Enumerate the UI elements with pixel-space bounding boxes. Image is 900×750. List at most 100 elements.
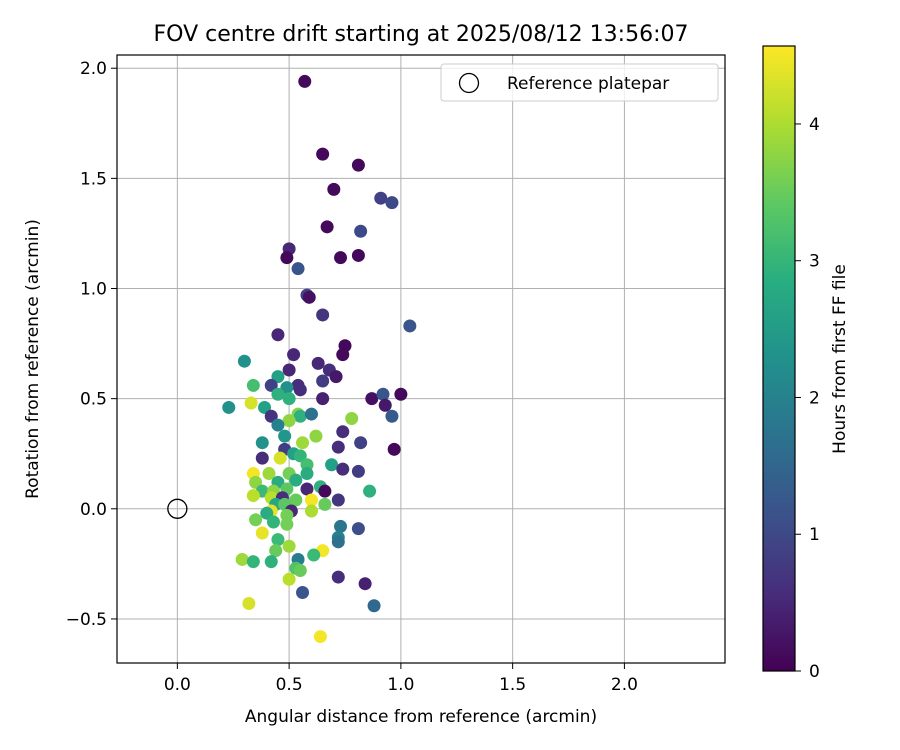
data-point: [282, 392, 296, 406]
data-point: [289, 473, 303, 487]
data-point: [280, 517, 294, 531]
legend-label-reference: Reference platepar: [507, 74, 669, 94]
data-point: [260, 506, 274, 520]
colorbar: 0 1 2 3 4 Hours from first FF file: [762, 45, 850, 682]
y-axis-label: Rotation from reference (arcmin): [23, 219, 43, 499]
colorbar-tick-label: 3: [809, 252, 820, 272]
data-point: [331, 493, 345, 507]
data-point: [244, 396, 258, 410]
data-point: [394, 387, 408, 401]
data-point: [271, 533, 285, 547]
data-point: [331, 440, 345, 454]
data-point: [246, 378, 260, 392]
data-point: [242, 597, 256, 611]
legend-marker-reference: [458, 72, 480, 94]
data-point: [291, 262, 305, 276]
data-point: [282, 572, 296, 586]
x-tick-label: 1.0: [387, 675, 414, 695]
data-point: [351, 464, 365, 478]
data-point: [264, 409, 278, 423]
data-point: [378, 398, 392, 412]
y-tick-label: 0.5: [80, 390, 107, 410]
data-point: [298, 74, 312, 88]
data-point: [316, 374, 330, 388]
data-point: [235, 552, 249, 566]
data-point: [331, 570, 345, 584]
data-point: [300, 467, 314, 481]
data-point: [296, 436, 310, 450]
data-point: [273, 451, 287, 465]
data-point: [318, 484, 332, 498]
data-point: [293, 449, 307, 463]
data-point: [278, 429, 292, 443]
data-point: [354, 436, 368, 450]
x-tick-label: 1.5: [499, 675, 526, 695]
data-point: [385, 196, 399, 210]
data-point: [271, 418, 285, 432]
data-point: [258, 400, 272, 414]
colorbar-ticks: 0 1 2 3 4: [795, 115, 820, 682]
y-axis-ticks: −0.5 0.0 0.5 1.0 1.5 2.0: [66, 59, 117, 630]
reference-point: [167, 498, 188, 519]
data-point: [316, 308, 330, 322]
y-tick-label: 1.0: [80, 280, 107, 300]
data-point: [325, 458, 339, 472]
colorbar-gradient: [762, 45, 796, 672]
colorbar-tick-label: 0: [809, 662, 820, 682]
data-point: [293, 563, 307, 577]
data-point: [376, 387, 390, 401]
data-point: [358, 577, 372, 591]
x-tick-label: 2.0: [611, 675, 638, 695]
data-point: [271, 387, 285, 401]
data-point: [302, 290, 316, 304]
data-point: [403, 319, 417, 333]
data-point: [271, 370, 285, 384]
data-point: [255, 451, 269, 465]
data-point: [307, 548, 321, 562]
y-tick-label: 1.5: [80, 169, 107, 189]
data-point: [311, 356, 325, 370]
data-point: [222, 400, 236, 414]
data-point: [385, 409, 399, 423]
data-point: [264, 378, 278, 392]
data-point: [316, 147, 330, 161]
y-tick-label: −0.5: [66, 610, 107, 630]
data-point: [363, 484, 377, 498]
data-point: [334, 519, 348, 533]
data-point: [282, 414, 296, 428]
data-point: [287, 348, 301, 362]
plot-frame: [116, 54, 726, 664]
data-point: [271, 328, 285, 342]
data-point: [237, 354, 251, 368]
y-tick-label: 2.0: [80, 59, 107, 79]
data-point: [280, 251, 294, 265]
data-point: [255, 526, 269, 540]
x-axis-ticks: 0.0 0.5 1.0 1.5 2.0: [164, 663, 638, 695]
reference-platepar-marker: [167, 498, 188, 519]
colorbar-tick-label: 2: [809, 388, 820, 408]
chart-title: FOV centre drift starting at 2025/08/12 …: [154, 22, 689, 47]
data-point: [309, 429, 323, 443]
data-point: [262, 467, 276, 481]
data-point: [304, 504, 318, 518]
data-point: [387, 442, 401, 456]
data-point: [246, 555, 260, 569]
data-point: [246, 489, 260, 503]
data-point: [351, 522, 365, 536]
data-point: [280, 381, 294, 395]
data-point: [336, 425, 350, 439]
data-point: [282, 539, 296, 553]
data-point: [293, 409, 307, 423]
data-point: [336, 348, 350, 362]
colorbar-tick-label: 4: [809, 115, 820, 135]
data-point: [249, 513, 263, 527]
data-point: [367, 599, 381, 613]
data-point: [304, 407, 318, 421]
x-tick-label: 0.0: [164, 675, 191, 695]
colorbar-label: Hours from first FF file: [830, 264, 850, 454]
data-points: [222, 74, 417, 644]
data-point: [327, 182, 341, 196]
data-point: [318, 497, 332, 511]
data-point: [266, 515, 280, 529]
